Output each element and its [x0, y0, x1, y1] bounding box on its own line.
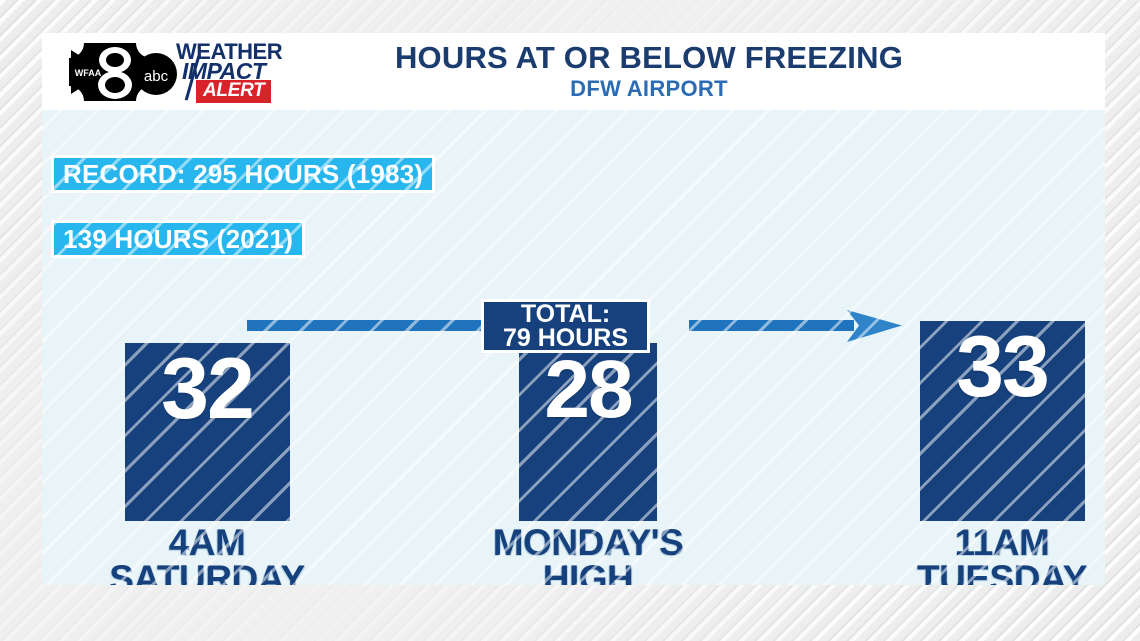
bar-label-3-line2: TUESDAY	[917, 558, 1087, 585]
svg-text:abc: abc	[144, 68, 169, 85]
total-label: TOTAL:	[520, 300, 611, 328]
logo-impact-text: IMPACT	[182, 58, 266, 84]
svg-text:WFAA: WFAA	[75, 68, 102, 78]
title-block: HOURS AT OR BELOW FREEZING DFW AIRPORT	[304, 40, 994, 102]
temperature-box-1: 32	[124, 341, 290, 521]
logo-alert-text: ALERT	[196, 80, 272, 103]
weather-impact-alert-logo: WEATHER IMPACT ALERT	[174, 39, 299, 103]
wfaa-8-abc-logo-icon: WFAA abc	[54, 28, 177, 116]
previous-record-badge: 139 HOURS (2021)	[51, 220, 306, 258]
bar-group-saturday: 32 4AM SATURDAY	[42, 343, 372, 585]
bar-label-1-line1: 4AM	[168, 522, 246, 563]
content-panel: RECORD: 295 HOURS (1983) 139 HOURS (2021…	[42, 110, 1105, 585]
temperature-value-3: 33	[956, 319, 1050, 415]
bar-label-1: 4AM SATURDAY	[42, 522, 372, 585]
total-hours-badge: TOTAL: 79 HOURS	[481, 299, 650, 353]
page-title: HOURS AT OR BELOW FREEZING	[394, 40, 904, 75]
bar-label-2-line2: HIGH	[542, 558, 634, 585]
page-subtitle: DFW AIRPORT	[570, 76, 728, 101]
bar-label-2-line1: MONDAY'S	[492, 522, 684, 563]
bar-label-3: 11AM TUESDAY	[832, 522, 1105, 585]
logo-weather-text: WEATHER	[176, 39, 283, 64]
temperature-value-2: 28	[544, 344, 633, 435]
bar-group-tuesday: 33 11AM TUESDAY	[832, 321, 1105, 585]
graphic-card: WFAA abc WEATHER IMPACT ALERT HOURS AT O…	[42, 28, 1105, 585]
header-bar: WFAA abc WEATHER IMPACT ALERT HOURS AT O…	[42, 28, 1105, 116]
bar-label-3-line1: 11AM	[954, 522, 1050, 563]
temperature-value-1: 32	[161, 341, 255, 437]
bar-label-2: MONDAY'S HIGH	[417, 522, 759, 585]
right-arrow-icon	[247, 306, 907, 346]
bar-label-1-line2: SATURDAY	[109, 558, 305, 585]
temperature-box-2: 28	[519, 343, 657, 521]
total-value: 79 HOURS	[502, 324, 629, 352]
record-badge: RECORD: 295 HOURS (1983)	[51, 155, 436, 193]
bar-group-monday: 28 MONDAY'S HIGH	[417, 343, 759, 585]
temperature-box-3: 33	[919, 319, 1085, 521]
